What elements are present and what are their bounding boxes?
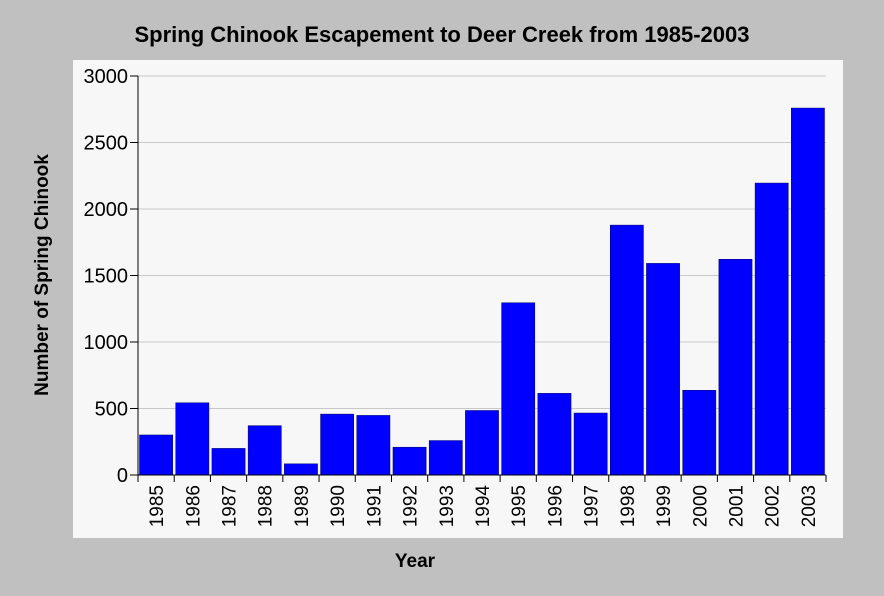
x-tick-label: 1997 <box>582 485 603 527</box>
x-tick-label: 2000 <box>690 485 711 527</box>
x-tick-label: 1999 <box>654 485 675 527</box>
bar-1995 <box>501 302 536 476</box>
x-tick-label: 1992 <box>401 485 422 527</box>
x-tick-label: 1986 <box>183 485 204 527</box>
y-tick-label: 3000 <box>84 66 129 88</box>
x-tick-label: 1990 <box>328 485 349 527</box>
bar-2000 <box>682 390 717 476</box>
x-tick-label: 1985 <box>147 485 168 527</box>
bar-1990 <box>320 413 355 476</box>
y-axis-label: Number of Spring Chinook <box>32 154 53 396</box>
bar-1998 <box>609 224 644 476</box>
x-tick-label: 1998 <box>618 485 639 527</box>
x-tick-label: 1987 <box>220 485 241 527</box>
bar-1991 <box>356 415 391 476</box>
x-tick-label: 2003 <box>799 485 820 527</box>
x-tick-label: 1991 <box>364 485 385 527</box>
bar-1992 <box>392 446 427 476</box>
x-tick-label: 1996 <box>545 485 566 527</box>
x-tick-label: 1994 <box>473 485 494 528</box>
x-tick-labels: 1985 1986 1987 1988 1989 1990 1991 1992 1993 1994… <box>147 485 820 528</box>
bar-2002 <box>754 182 789 476</box>
bars <box>139 107 825 476</box>
bar-1988 <box>247 425 282 476</box>
bar-1997 <box>573 412 608 476</box>
chart-title: Spring Chinook Escapement to Deer Creek … <box>135 22 750 47</box>
bar-1994 <box>465 410 499 476</box>
y-tick-label: 500 <box>95 399 128 421</box>
x-tick-label: 1993 <box>437 485 458 527</box>
y-tick-label: 2000 <box>84 199 129 221</box>
y-tick-label: 0 <box>117 465 128 487</box>
x-axis-label: Year <box>395 551 436 572</box>
x-tick-label: 1995 <box>509 485 530 527</box>
y-tick-label: 1500 <box>84 266 129 288</box>
x-tick-label: 1988 <box>256 485 277 527</box>
bar-2001 <box>718 259 753 476</box>
bar-1989 <box>284 463 318 476</box>
x-tick-label: 2002 <box>763 485 784 527</box>
x-tick-label: 2001 <box>726 485 747 527</box>
y-tick-label: 2500 <box>84 133 129 155</box>
bar-2003 <box>791 107 825 476</box>
y-tick-label: 1000 <box>84 332 129 354</box>
bar-1985 <box>139 434 173 476</box>
gridlines <box>138 75 826 409</box>
bar-1999 <box>646 263 680 476</box>
bar-1987 <box>211 448 246 476</box>
bar-1993 <box>428 440 463 476</box>
axes <box>130 75 827 482</box>
bar-1986 <box>175 402 210 476</box>
bar-1996 <box>537 393 572 476</box>
y-tick-labels: 0 500 1000 1500 2000 2500 3000 <box>84 66 129 487</box>
x-tick-label: 1989 <box>292 485 313 527</box>
